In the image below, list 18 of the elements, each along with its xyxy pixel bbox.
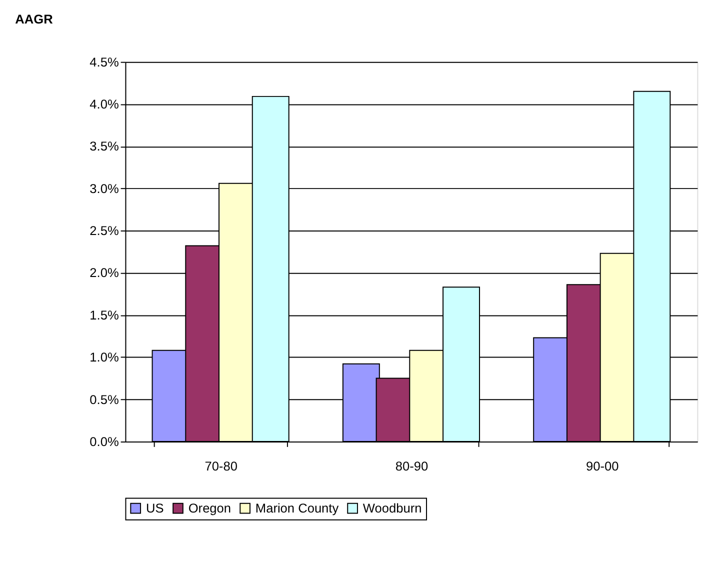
y-tick-label: 1.0% [90, 350, 119, 365]
y-tick-label: 0.5% [90, 392, 119, 407]
y-tick-label: 0.0% [90, 434, 119, 449]
legend-label: Oregon [188, 500, 232, 516]
x-tick-label: 70-80 [204, 458, 238, 474]
y-tick-label: 3.0% [90, 180, 119, 196]
x-tick-label: 90-00 [586, 458, 619, 474]
y-tick-label: 3.5% [90, 138, 119, 154]
x-tick-label: 80-90 [395, 458, 428, 474]
y-tick-label: 4.5% [90, 54, 119, 70]
y-tick-label: 2.5% [90, 223, 119, 238]
y-tick-label: 2.0% [90, 265, 119, 280]
y-tick-label: 1.5% [90, 307, 119, 322]
legend-label: Woodburn [362, 500, 422, 516]
chart-title: AAGR [15, 11, 53, 26]
legend-label: US [146, 500, 164, 516]
legend-label: Marion County [255, 500, 340, 516]
y-tick-label: 4.0% [90, 96, 119, 112]
